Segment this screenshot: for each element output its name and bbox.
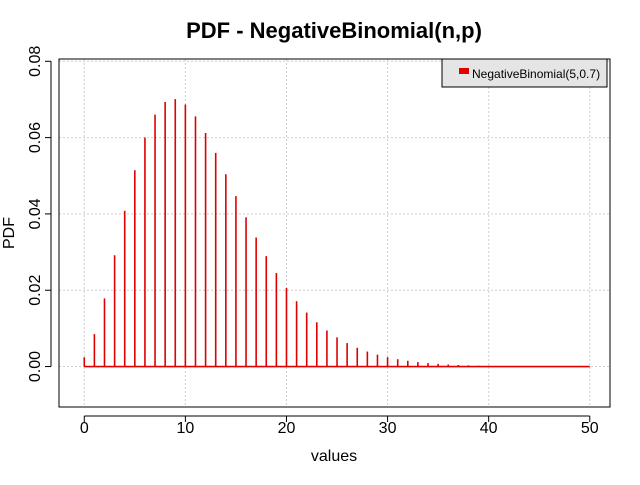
y-axis-label: PDF [1, 217, 18, 249]
chart-title: PDF - NegativeBinomial(n,p) [186, 18, 482, 43]
legend-swatch [459, 68, 469, 74]
y-axis: 0.00 0.02 0.04 0.06 0.08 [27, 46, 52, 382]
series-layer [83, 99, 591, 368]
y-tick-label: 0.00 [27, 351, 44, 382]
x-tick-label: 20 [278, 420, 296, 437]
legend-box [441, 58, 608, 88]
x-tick-label: 10 [176, 420, 194, 437]
x-axis: 0 10 20 30 40 50 [80, 415, 599, 437]
y-tick-label: 0.04 [27, 198, 44, 229]
x-tick-label: 50 [581, 420, 599, 437]
y-tick-label: 0.06 [27, 122, 44, 153]
y-tick-label: 0.02 [27, 275, 44, 306]
x-axis-label: values [311, 448, 357, 465]
legend-label: NegativeBinomial(5,0.7) [472, 67, 600, 81]
legend: NegativeBinomial(5,0.7) [441, 58, 608, 88]
y-tick-label: 0.08 [27, 46, 44, 77]
x-tick-label: 30 [379, 420, 397, 437]
plot-frame [58, 58, 611, 408]
x-tick-label: 0 [80, 420, 89, 437]
x-tick-label: 40 [480, 420, 498, 437]
grid [59, 59, 610, 407]
